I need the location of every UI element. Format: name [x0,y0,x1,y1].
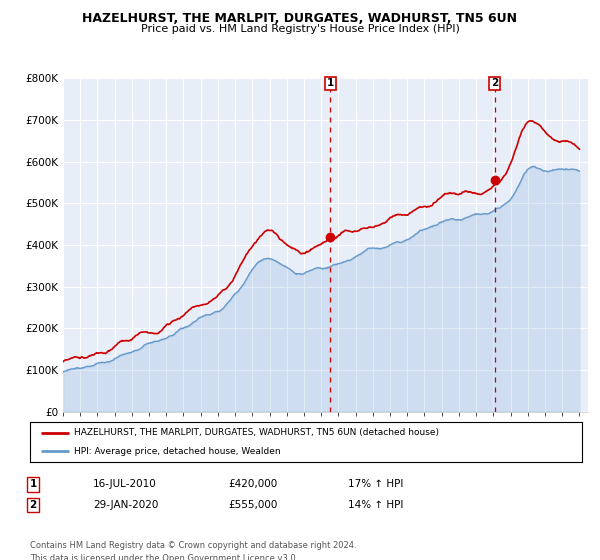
Text: 2: 2 [491,78,499,88]
Text: HAZELHURST, THE MARLPIT, DURGATES, WADHURST, TN5 6UN: HAZELHURST, THE MARLPIT, DURGATES, WADHU… [83,12,517,25]
Text: 17% ↑ HPI: 17% ↑ HPI [348,479,403,489]
Text: Price paid vs. HM Land Registry's House Price Index (HPI): Price paid vs. HM Land Registry's House … [140,24,460,34]
Text: 1: 1 [327,78,334,88]
Text: £420,000: £420,000 [228,479,277,489]
Text: 29-JAN-2020: 29-JAN-2020 [93,500,158,510]
Text: HPI: Average price, detached house, Wealden: HPI: Average price, detached house, Weal… [74,447,281,456]
Text: 2: 2 [29,500,37,510]
Text: 16-JUL-2010: 16-JUL-2010 [93,479,157,489]
Text: Contains HM Land Registry data © Crown copyright and database right 2024.
This d: Contains HM Land Registry data © Crown c… [30,541,356,560]
Text: 1: 1 [29,479,37,489]
Text: HAZELHURST, THE MARLPIT, DURGATES, WADHURST, TN5 6UN (detached house): HAZELHURST, THE MARLPIT, DURGATES, WADHU… [74,428,439,437]
Text: £555,000: £555,000 [228,500,277,510]
Text: 14% ↑ HPI: 14% ↑ HPI [348,500,403,510]
